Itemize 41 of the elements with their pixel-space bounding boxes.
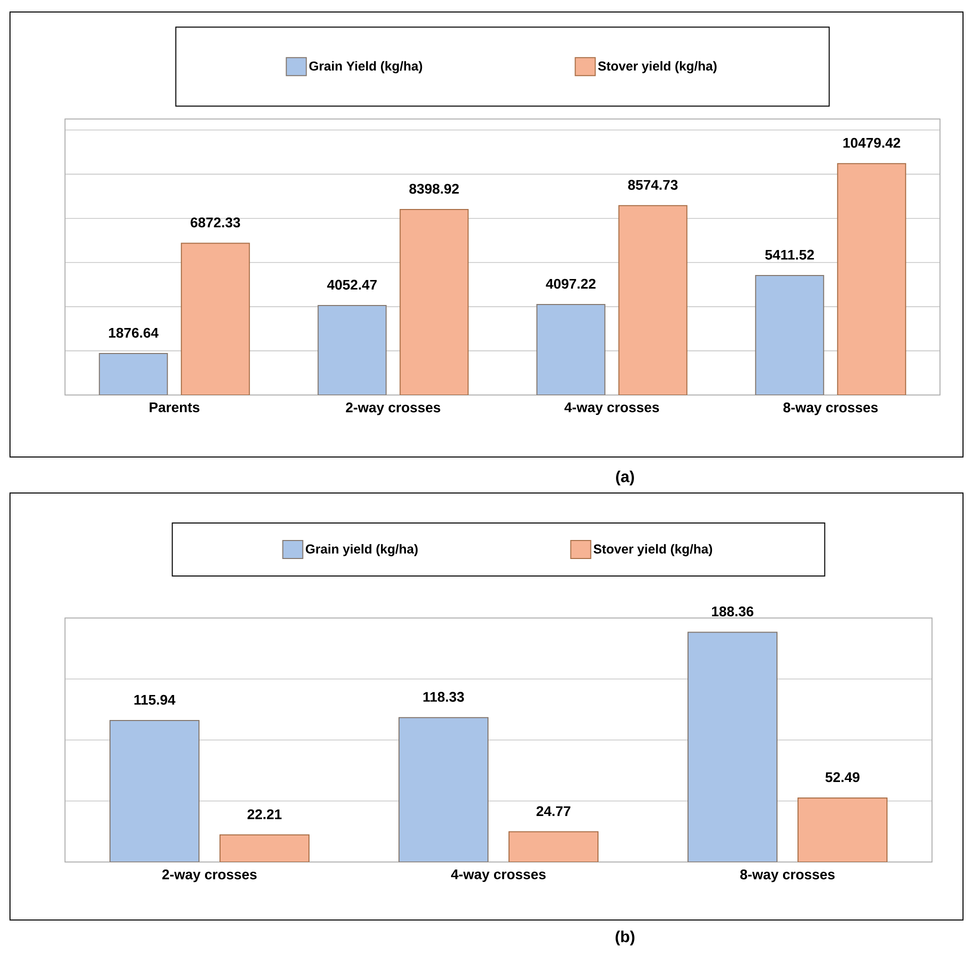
legend-label: Grain Yield (kg/ha) xyxy=(309,61,422,74)
data-label: 4052.47 xyxy=(327,280,377,290)
bar xyxy=(220,834,310,862)
data-label: 4097.22 xyxy=(546,278,596,289)
x-tick-label: 4-way crosses xyxy=(451,870,546,882)
bar xyxy=(400,209,469,395)
data-label: 52.49 xyxy=(825,772,860,782)
bar xyxy=(618,205,688,395)
text: (b) xyxy=(616,930,634,946)
data-label: 115.94 xyxy=(134,694,176,705)
bar xyxy=(318,305,387,395)
bar xyxy=(837,163,906,395)
data-label: 10479.42 xyxy=(843,138,900,148)
x-tick-label: 2-way crosses xyxy=(346,402,440,416)
legend-label: Stover yield (kg/ha) xyxy=(594,544,712,556)
data-label: 8398.92 xyxy=(409,184,459,194)
text: (a) xyxy=(616,470,634,486)
data-label: 1876.64 xyxy=(109,328,159,338)
x-tick-label: Parents xyxy=(150,402,200,412)
data-label: 8574.73 xyxy=(628,180,678,190)
bar xyxy=(110,720,200,862)
bar xyxy=(536,304,606,395)
bar xyxy=(688,632,778,862)
bar xyxy=(755,275,824,395)
data-label: 188.36 xyxy=(712,606,754,616)
bar xyxy=(98,353,168,395)
x-tick-label: 8-way crosses xyxy=(783,402,878,416)
bar xyxy=(798,797,888,862)
bar xyxy=(508,831,599,862)
legend-label: Grain yield (kg/ha) xyxy=(306,544,418,556)
data-label: 24.77 xyxy=(536,806,570,816)
data-label: 6872.33 xyxy=(190,218,240,228)
bar xyxy=(398,717,489,862)
data-label: 22.21 xyxy=(248,809,282,820)
bar xyxy=(180,242,250,395)
legend-label: Stover yield (kg/ha) xyxy=(598,61,717,74)
data-label: 118.33 xyxy=(423,692,464,702)
x-tick-label: 4-way crosses xyxy=(564,402,659,415)
x-tick-label: 2-way crosses xyxy=(162,870,257,882)
x-tick-label: 8-way crosses xyxy=(740,870,835,882)
data-label: 5411.52 xyxy=(765,250,814,260)
